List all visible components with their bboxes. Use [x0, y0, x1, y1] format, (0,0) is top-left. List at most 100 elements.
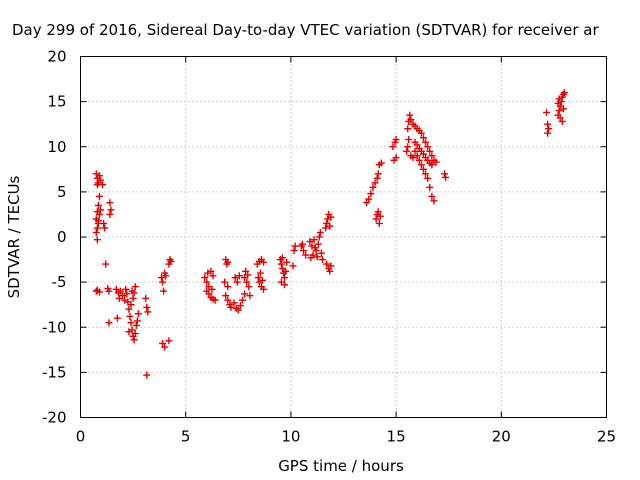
data-point	[392, 136, 400, 144]
data-point	[374, 208, 382, 216]
data-point	[125, 328, 133, 336]
data-point	[131, 330, 139, 338]
data-point	[440, 170, 448, 178]
data-point	[377, 159, 385, 167]
data-point	[122, 285, 130, 293]
data-point	[106, 199, 114, 207]
data-point	[260, 258, 268, 266]
data-point	[93, 224, 101, 232]
chart-title: Day 299 of 2016, Sidereal Day-to-day VTE…	[12, 21, 599, 39]
data-point	[241, 290, 249, 298]
data-point	[415, 156, 423, 164]
data-point	[246, 292, 254, 300]
data-point	[143, 303, 151, 311]
y-tick-label: 10	[47, 138, 66, 156]
y-tick-label: -15	[42, 363, 67, 381]
data-point	[543, 108, 551, 116]
data-point	[419, 134, 427, 142]
data-point	[130, 336, 138, 344]
data-point	[95, 210, 103, 218]
data-point	[231, 274, 239, 282]
data-point	[432, 158, 440, 166]
data-point	[236, 302, 244, 310]
data-point	[96, 206, 104, 214]
data-point	[365, 195, 373, 203]
data-point	[277, 260, 285, 268]
data-point	[102, 260, 110, 268]
data-point	[411, 147, 419, 155]
data-point	[417, 129, 425, 137]
data-point	[326, 222, 334, 230]
data-point	[404, 143, 412, 151]
data-point	[258, 276, 266, 284]
data-point	[128, 287, 136, 295]
data-point	[159, 278, 167, 286]
data-point	[125, 305, 133, 313]
data-point	[367, 190, 375, 198]
data-point	[407, 116, 415, 124]
data-point	[314, 240, 322, 248]
data-point	[419, 150, 427, 158]
data-point	[106, 210, 114, 218]
data-point	[203, 287, 211, 295]
data-point	[300, 247, 308, 255]
data-point	[256, 269, 264, 277]
data-point	[428, 192, 436, 200]
data-point	[160, 287, 168, 295]
data-point	[95, 192, 103, 200]
data-point	[94, 201, 102, 209]
data-point	[224, 283, 232, 291]
data-point	[422, 170, 430, 178]
data-point	[405, 136, 413, 144]
data-point	[430, 197, 438, 205]
data-point	[101, 224, 109, 232]
data-point	[233, 278, 241, 286]
data-point	[242, 267, 250, 275]
data-point	[201, 274, 209, 282]
data-point	[291, 242, 299, 250]
data-point	[162, 272, 170, 280]
data-point	[105, 287, 113, 295]
data-point	[158, 274, 166, 282]
data-point	[144, 308, 152, 316]
data-point	[409, 154, 417, 162]
data-point	[129, 294, 137, 302]
data-point	[282, 267, 290, 275]
data-point	[404, 125, 412, 133]
data-point	[373, 174, 381, 182]
data-point	[322, 224, 330, 232]
data-point	[143, 371, 151, 379]
data-point	[372, 215, 380, 223]
data-point	[116, 287, 124, 295]
data-point	[94, 217, 102, 225]
x-axis-label: GPS time / hours	[278, 457, 404, 475]
data-point	[307, 254, 315, 262]
data-point	[318, 256, 326, 264]
data-point	[207, 267, 215, 275]
data-point	[363, 199, 371, 207]
data-point	[442, 173, 450, 181]
data-point	[413, 152, 421, 160]
data-point	[310, 236, 318, 244]
data-point	[413, 141, 421, 149]
x-tick-label: 0	[76, 428, 86, 446]
data-point	[131, 283, 139, 291]
data-point	[556, 114, 564, 122]
data-point	[560, 89, 568, 97]
data-point	[209, 272, 217, 280]
data-point	[392, 154, 400, 162]
y-tick-label: 5	[57, 183, 67, 201]
data-point	[559, 105, 567, 113]
data-point	[278, 254, 286, 262]
x-tick-label: 20	[492, 428, 511, 446]
data-point	[428, 161, 436, 169]
data-point	[142, 294, 150, 302]
grid-lines	[80, 56, 607, 418]
x-tick-label: 25	[597, 428, 616, 446]
data-point	[424, 143, 432, 151]
data-point	[371, 179, 379, 187]
data-point	[323, 260, 331, 268]
data-point	[281, 274, 289, 282]
data-point	[159, 339, 167, 347]
data-point	[289, 262, 297, 270]
